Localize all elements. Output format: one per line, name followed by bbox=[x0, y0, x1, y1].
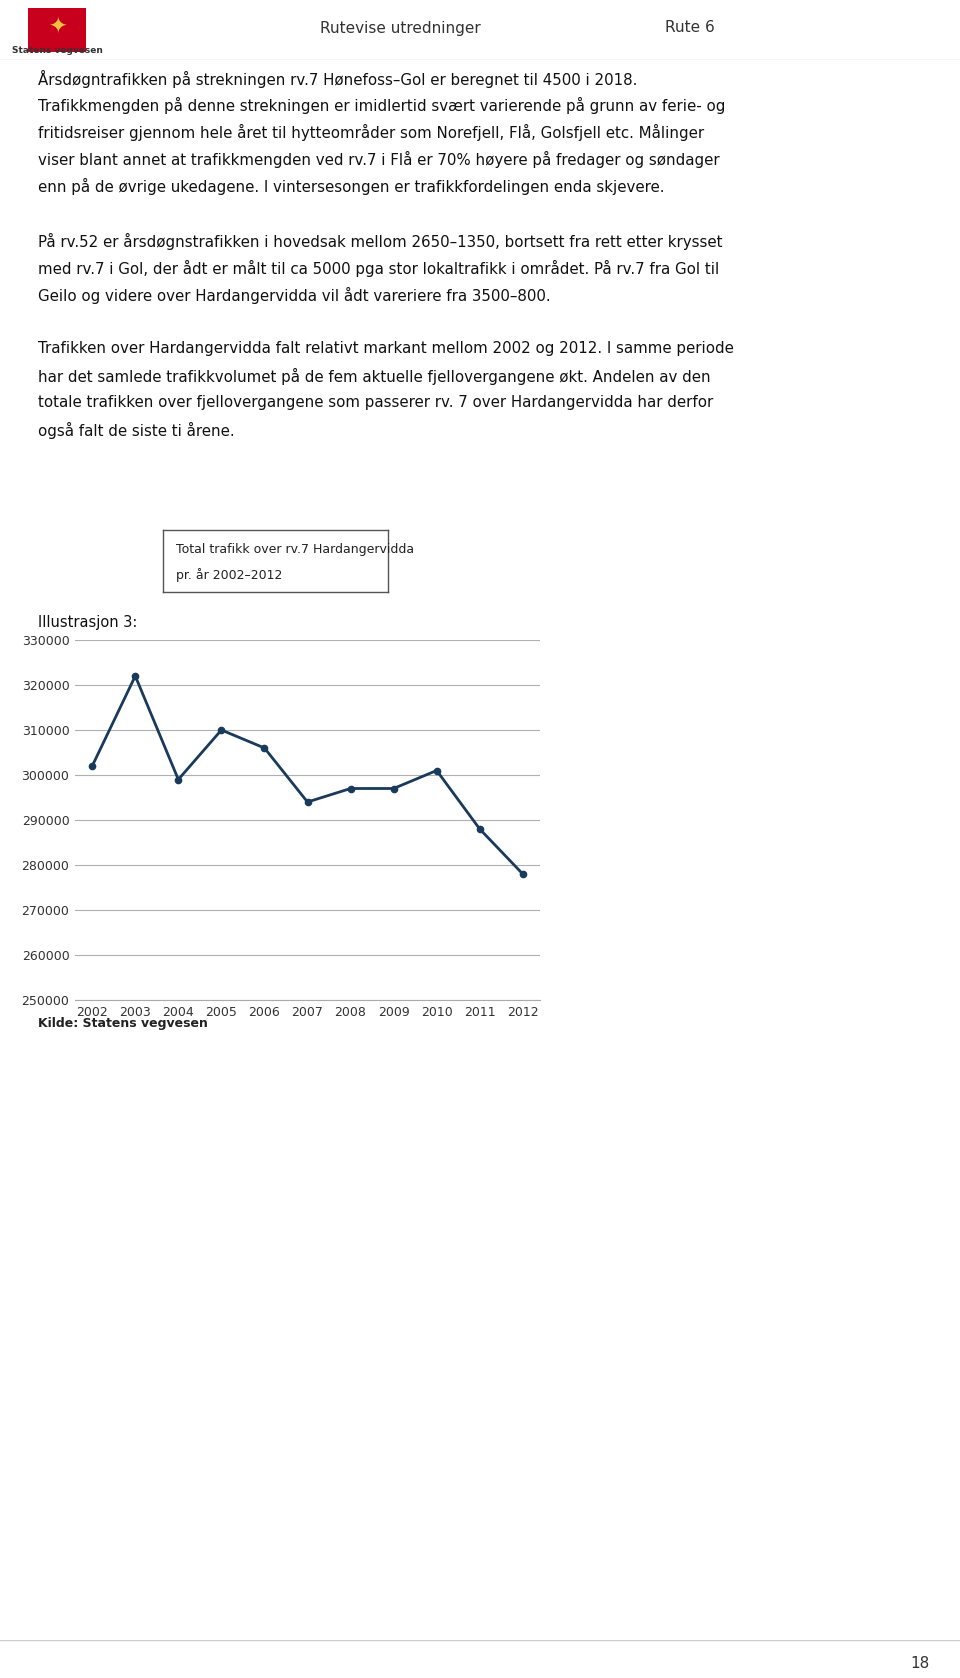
Text: med rv.7 i Gol, der ådt er målt til ca 5000 pga stor lokaltrafikk i området. På : med rv.7 i Gol, der ådt er målt til ca 5… bbox=[38, 260, 719, 277]
Text: enn på de øvrige ukedagene. I vintersesongen er trafikkfordelingen enda skjevere: enn på de øvrige ukedagene. I vinterseso… bbox=[38, 178, 664, 195]
Text: På rv.52 er årsdøgnstrafikken i hovedsak mellom 2650–1350, bortsett fra rett ett: På rv.52 er årsdøgnstrafikken i hovedsak… bbox=[38, 233, 723, 250]
Text: Rutevise utredninger: Rutevise utredninger bbox=[320, 20, 480, 35]
Text: Kilde: Statens vegvesen: Kilde: Statens vegvesen bbox=[38, 1017, 208, 1030]
Text: Statens vegvesen: Statens vegvesen bbox=[12, 45, 103, 55]
Text: viser blant annet at trafikkmengden ved rv.7 i Flå er 70% høyere på fredager og : viser blant annet at trafikkmengden ved … bbox=[38, 151, 720, 168]
Text: 18: 18 bbox=[911, 1656, 930, 1671]
Text: Total trafikk over rv.7 Hardangervidda: Total trafikk over rv.7 Hardangervidda bbox=[177, 544, 415, 557]
Text: ✦: ✦ bbox=[48, 18, 66, 39]
Bar bbox=[28, 8, 86, 52]
Text: fritidsreiser gjennom hele året til hytteområder som Norefjell, Flå, Golsfjell e: fritidsreiser gjennom hele året til hytt… bbox=[38, 124, 704, 141]
Text: Rute 6: Rute 6 bbox=[665, 20, 715, 35]
Text: Illustrasjon 3:: Illustrasjon 3: bbox=[38, 616, 137, 631]
Text: også falt de siste ti årene.: også falt de siste ti årene. bbox=[38, 423, 234, 440]
Text: pr. år 2002–2012: pr. år 2002–2012 bbox=[177, 567, 283, 582]
Text: Geilo og videre over Hardangervidda vil ådt vareriere fra 3500–800.: Geilo og videre over Hardangervidda vil … bbox=[38, 287, 551, 304]
Text: Årsdøgntrafikken på strekningen rv.7 Hønefoss–Gol er beregnet til 4500 i 2018.: Årsdøgntrafikken på strekningen rv.7 Høn… bbox=[38, 70, 637, 87]
Text: totale trafikken over fjellovergangene som passerer rv. 7 over Hardangervidda ha: totale trafikken over fjellovergangene s… bbox=[38, 394, 713, 409]
Text: Trafikkmengden på denne strekningen er imidlertid svært varierende på grunn av f: Trafikkmengden på denne strekningen er i… bbox=[38, 97, 726, 114]
Text: har det samlede trafikkvolumet på de fem aktuelle fjellovergangene økt. Andelen : har det samlede trafikkvolumet på de fem… bbox=[38, 367, 710, 384]
Text: Trafikken over Hardangervidda falt relativt markant mellom 2002 og 2012. I samme: Trafikken over Hardangervidda falt relat… bbox=[38, 341, 733, 356]
